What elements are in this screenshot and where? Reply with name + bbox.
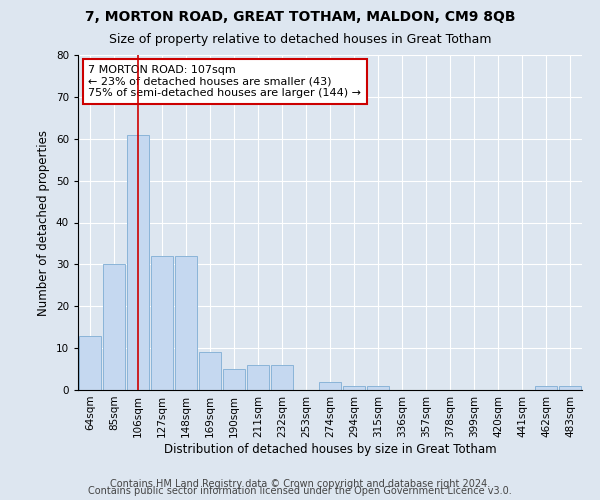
Text: Contains HM Land Registry data © Crown copyright and database right 2024.: Contains HM Land Registry data © Crown c… [110, 479, 490, 489]
Bar [319, 382, 341, 390]
Text: 7, MORTON ROAD, GREAT TOTHAM, MALDON, CM9 8QB: 7, MORTON ROAD, GREAT TOTHAM, MALDON, CM… [85, 10, 515, 24]
Bar [223, 369, 245, 390]
Text: Size of property relative to detached houses in Great Totham: Size of property relative to detached ho… [109, 32, 491, 46]
X-axis label: Distribution of detached houses by size in Great Totham: Distribution of detached houses by size … [164, 442, 496, 456]
Bar [127, 134, 149, 390]
Bar [175, 256, 197, 390]
Text: Contains public sector information licensed under the Open Government Licence v3: Contains public sector information licen… [88, 486, 512, 496]
Y-axis label: Number of detached properties: Number of detached properties [37, 130, 50, 316]
Bar [367, 386, 389, 390]
Bar [559, 386, 581, 390]
Bar [79, 336, 101, 390]
Bar [247, 365, 269, 390]
Bar [199, 352, 221, 390]
Bar [535, 386, 557, 390]
Bar [103, 264, 125, 390]
Text: 7 MORTON ROAD: 107sqm
← 23% of detached houses are smaller (43)
75% of semi-deta: 7 MORTON ROAD: 107sqm ← 23% of detached … [88, 65, 361, 98]
Bar [343, 386, 365, 390]
Bar [151, 256, 173, 390]
Bar [271, 365, 293, 390]
